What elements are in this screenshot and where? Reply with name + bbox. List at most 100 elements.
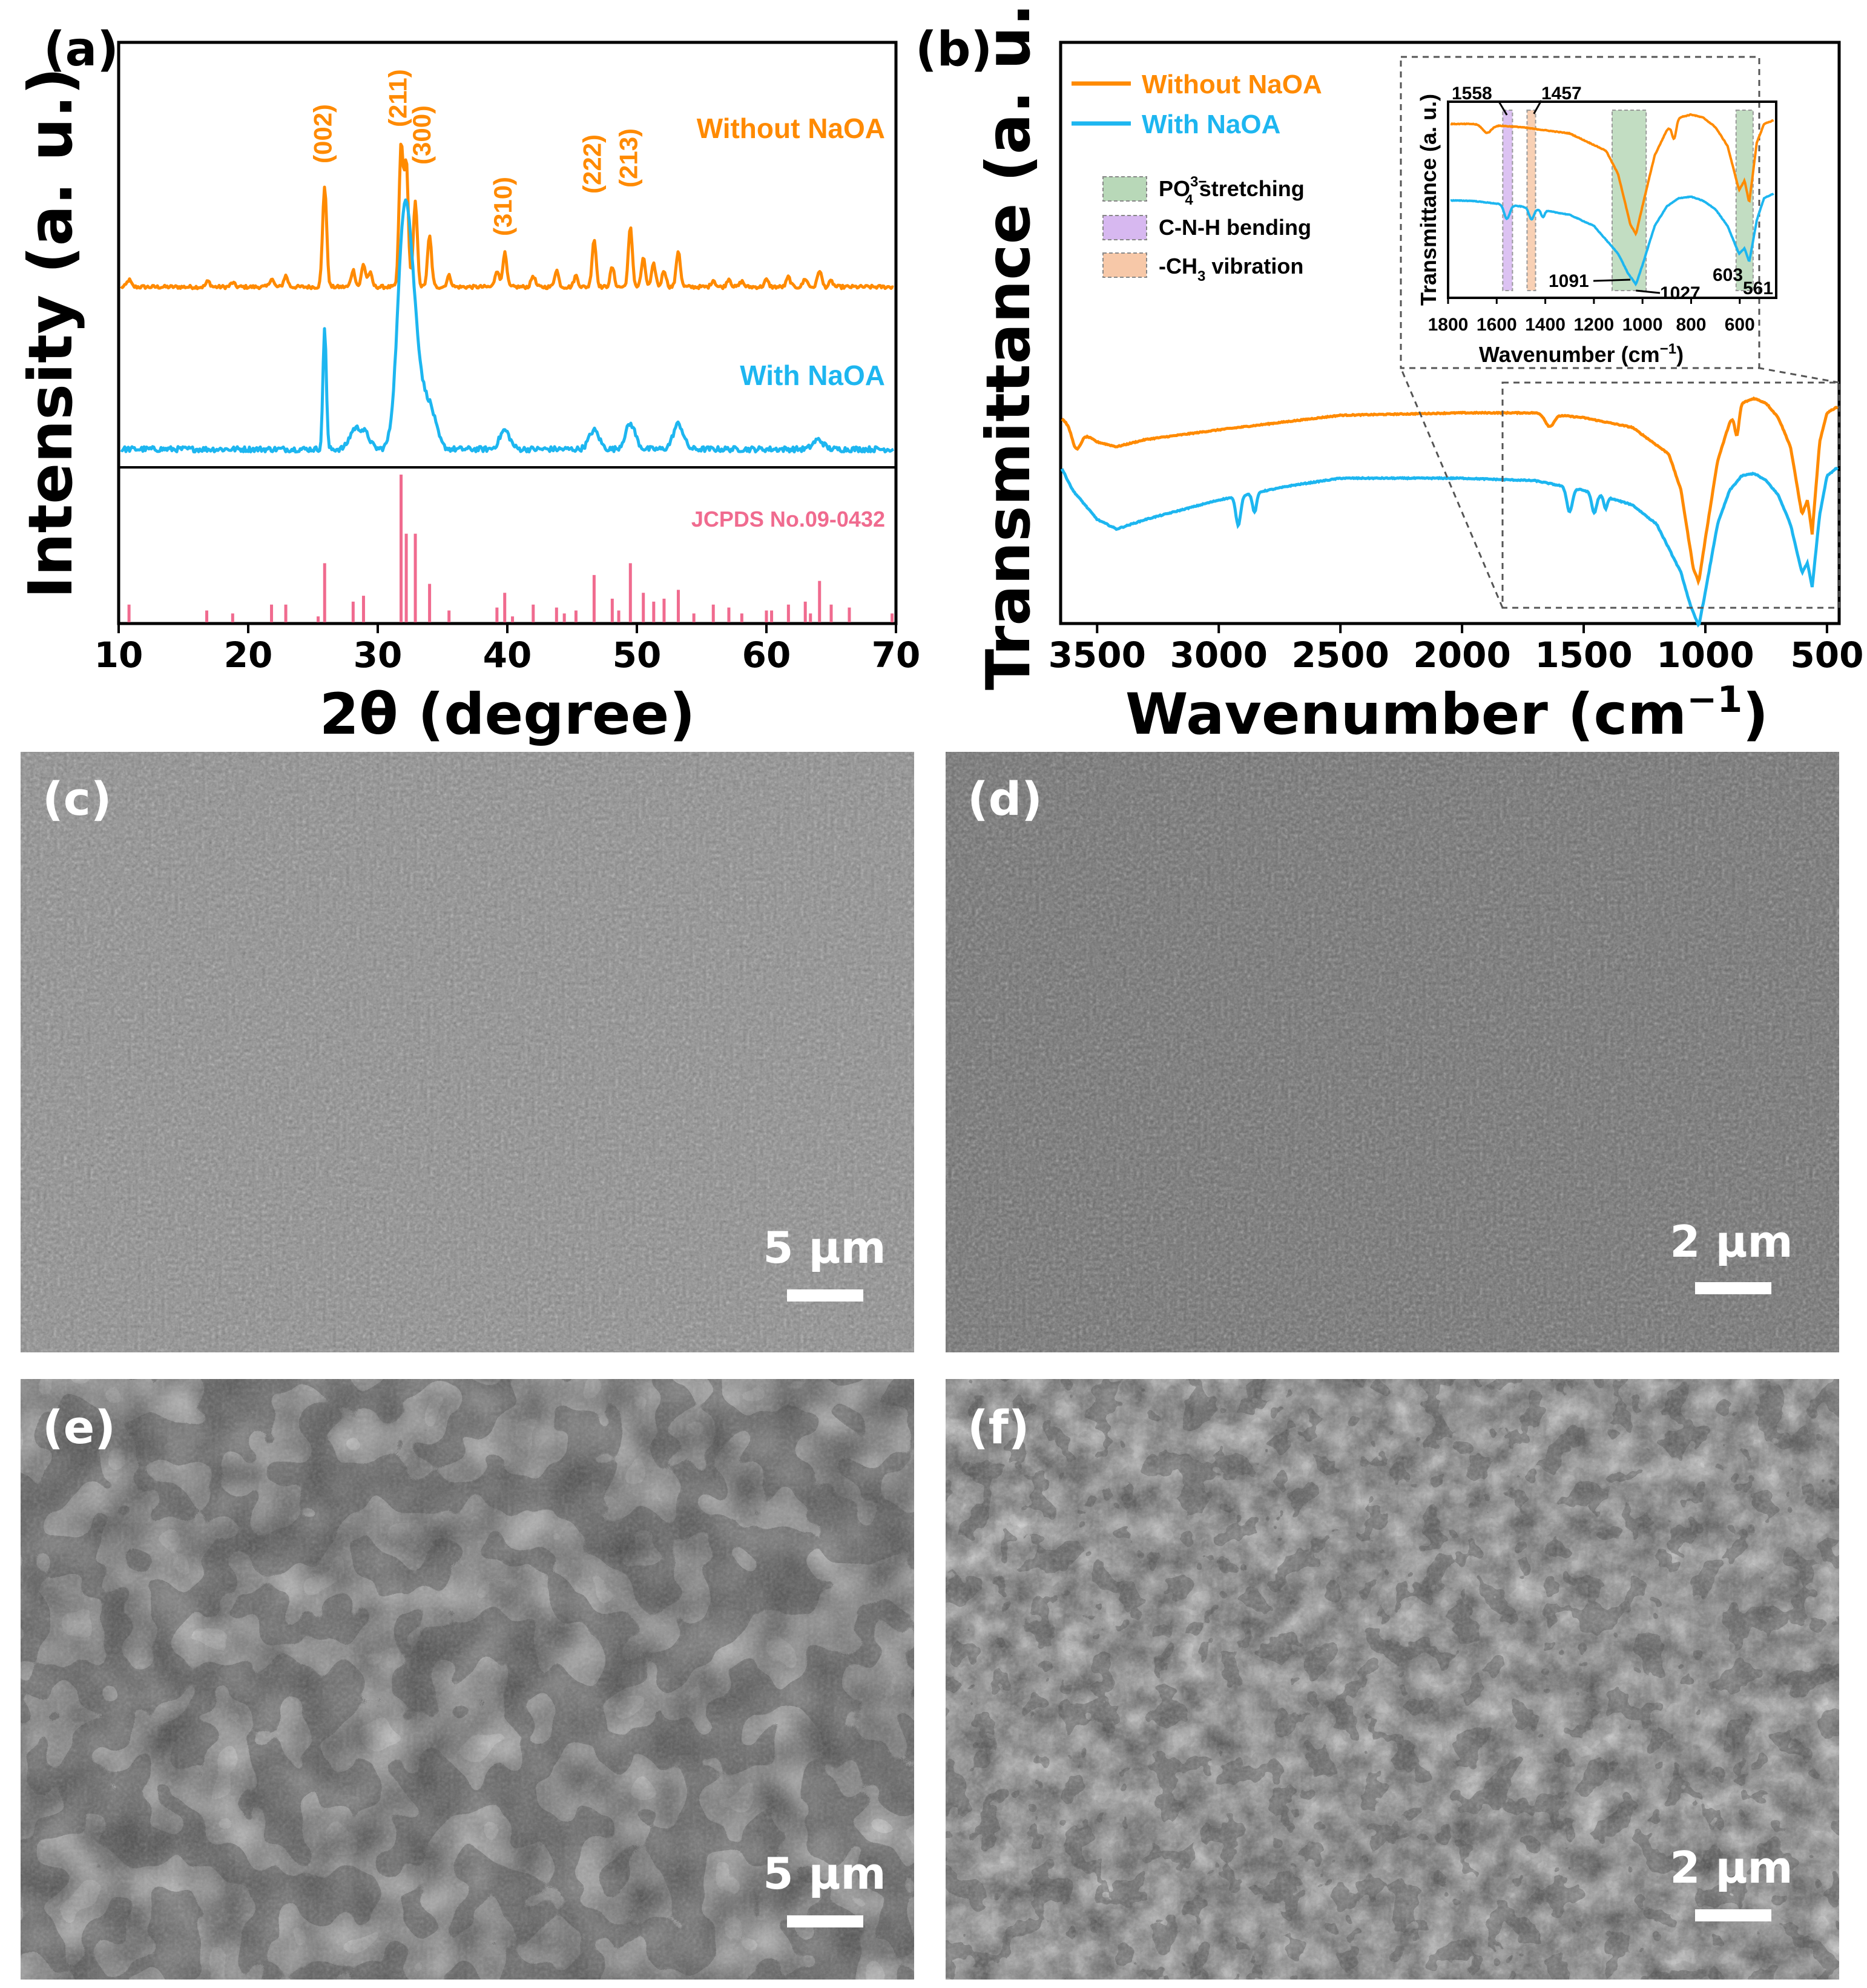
panel-d-label: (d) <box>967 772 1042 826</box>
band-label-po4-rest: stretching <box>1193 176 1305 201</box>
panel-d-sem: (d) 2 µm <box>946 752 1839 1352</box>
panel-b-x-ticks: 3500 3000 2500 2000 1500 1000 500 <box>1049 624 1863 676</box>
inset-x-tick-label: 1200 <box>1574 315 1615 335</box>
panel-e-sem: (e) 5 µm <box>21 1379 914 1980</box>
b-x-tick-label: 1000 <box>1656 634 1754 676</box>
panel-d-texture <box>946 752 1839 1352</box>
legend-label-without-naoa: Without NaOA <box>1142 70 1322 99</box>
inset-x-axis-title-sup: −1 <box>1660 341 1676 357</box>
b-x-tick-label: 2000 <box>1413 634 1510 676</box>
inset-shaded-bands <box>1502 110 1754 291</box>
inset-peak-label: 1027 <box>1660 283 1701 303</box>
panel-f-texture <box>946 1379 1839 1980</box>
panel-a-plot-area <box>120 142 895 622</box>
inset-frame <box>1447 100 1777 299</box>
a-annotation: With NaOA <box>740 360 885 391</box>
inset-x-axis-title-main: Wavenumber (cm <box>1479 342 1660 367</box>
panel-c-label: (c) <box>42 772 112 826</box>
a-miller-index: (211) <box>384 69 412 127</box>
inset-arrow-1027 <box>1636 289 1661 294</box>
panel-b-inset: 1800 1600 1400 1200 1000 800 600 Transmittance… <box>1416 84 1777 367</box>
inset-x-tick-label: 1000 <box>1622 315 1663 335</box>
panel-b-label: (b) <box>915 22 992 77</box>
inset-x-tick-label: 1800 <box>1428 315 1469 335</box>
a-annotation: JCPDS No.09-0432 <box>691 507 885 532</box>
panel-a-xrd: (a) 10 20 30 40 50 60 70 Intensity (a. u.) 2θ … <box>15 22 920 748</box>
b-x-tick-label: 500 <box>1790 634 1863 676</box>
inset-band <box>1502 110 1513 291</box>
panel-f-scale-bar <box>1695 1909 1771 1921</box>
inset-plot-area <box>1450 113 1774 287</box>
a-x-tick-label: 60 <box>742 634 791 676</box>
xrd-line-with-naoa <box>120 198 895 453</box>
band-label-po4: PO3− 4 stretching <box>1159 174 1305 208</box>
panel-e-label: (e) <box>42 1400 116 1454</box>
panel-c-scale-text: 5 µm <box>763 1222 886 1273</box>
panel-e-texture <box>21 1379 914 1980</box>
band-label-po4-sup: 3− <box>1190 174 1207 190</box>
band-swatch-ch3 <box>1102 252 1147 278</box>
inset-x-tick-label: 1600 <box>1477 315 1517 335</box>
panel-c-texture <box>21 752 914 1352</box>
panel-b-frame <box>1059 41 1841 625</box>
inset-line-with-naoa <box>1450 193 1774 287</box>
a-x-tick-label: 40 <box>483 634 532 676</box>
inset-x-tick-label: 800 <box>1676 315 1706 335</box>
panel-a-label: (a) <box>44 22 119 77</box>
panel-f-scale-text: 2 µm <box>1670 1842 1793 1893</box>
band-swatch-cnh <box>1102 215 1147 240</box>
inset-band <box>1526 110 1536 291</box>
panel-a-x-axis-title: 2θ (degree) <box>320 682 696 748</box>
a-x-tick-label: 30 <box>354 634 403 676</box>
a-miller-index: (002) <box>308 104 337 163</box>
band-label-ch3: -CH3 vibration <box>1159 254 1303 285</box>
zoom-connector-right <box>1759 367 1840 384</box>
band-label-ch3-sub: 3 <box>1197 268 1205 285</box>
a-annotation: Without NaOA <box>697 113 885 144</box>
a-miller-index: (213) <box>614 128 642 188</box>
inset-x-axis-title: Wavenumber (cm−1) <box>1479 341 1684 367</box>
a-x-tick-label: 20 <box>224 634 273 676</box>
panel-a-y-axis-title: Intensity (a. u.) <box>15 67 86 599</box>
band-label-po4-base: PO <box>1159 176 1190 201</box>
inset-line-without-naoa <box>1450 113 1774 237</box>
panel-d-scale-bar <box>1695 1282 1771 1294</box>
b-x-tick-label: 1500 <box>1535 634 1632 676</box>
zoom-connector-left <box>1400 367 1504 608</box>
panel-c-scale-bar <box>787 1289 863 1302</box>
xrd-line-without-naoa <box>120 142 894 291</box>
panel-a-x-ticks: 10 20 30 40 50 60 70 <box>94 624 920 676</box>
band-label-ch3-rest: vibration <box>1205 254 1303 278</box>
panel-b-plot-area <box>1060 396 1839 628</box>
panel-a-annotations: (002) (211)(300) (310) (222) (213) Without Na… <box>308 69 885 532</box>
zoom-source-box <box>1501 381 1840 609</box>
inset-peak-label: 1558 <box>1452 84 1492 104</box>
panel-e-scale-bar <box>787 1915 863 1927</box>
b-x-tick-label: 3500 <box>1049 634 1146 676</box>
inset-arrow-1457 <box>1533 100 1543 114</box>
band-label-po4-sub: 4 <box>1185 192 1193 208</box>
panel-b-x-axis-title-close: ) <box>1742 682 1768 748</box>
band-label-cnh: C-N-H bending <box>1159 215 1311 240</box>
band-swatch-po4 <box>1102 176 1147 202</box>
band-label-ch3-base: -CH <box>1159 254 1197 278</box>
inset-band <box>1612 110 1647 291</box>
a-miller-index: (222) <box>578 134 606 194</box>
b-x-tick-label: 2500 <box>1291 634 1389 676</box>
panel-b-x-axis-title: Wavenumber (cm−1) <box>1125 679 1768 748</box>
inset-peak-label: 1091 <box>1549 271 1589 291</box>
inset-x-axis-title-close: ) <box>1676 342 1684 367</box>
inset-arrow-1091 <box>1593 278 1631 282</box>
panel-b-legend: Without NaOA With NaOA <box>1072 70 1322 139</box>
inset-arrow-1558 <box>1498 101 1508 116</box>
a-miller-index: (300) <box>407 105 436 165</box>
inset-peak-label: 1457 <box>1541 84 1582 104</box>
ftir-line-with-naoa <box>1060 466 1839 628</box>
legend-label-with-naoa: With NaOA <box>1142 110 1280 139</box>
panel-b-ftir: (b) 3500 3000 2500 2000 1500 1000 500 Transmit… <box>915 0 1863 748</box>
b-x-tick-label: 3000 <box>1170 634 1268 676</box>
a-x-tick-label: 50 <box>613 634 662 676</box>
panel-f-label: (f) <box>967 1400 1030 1454</box>
